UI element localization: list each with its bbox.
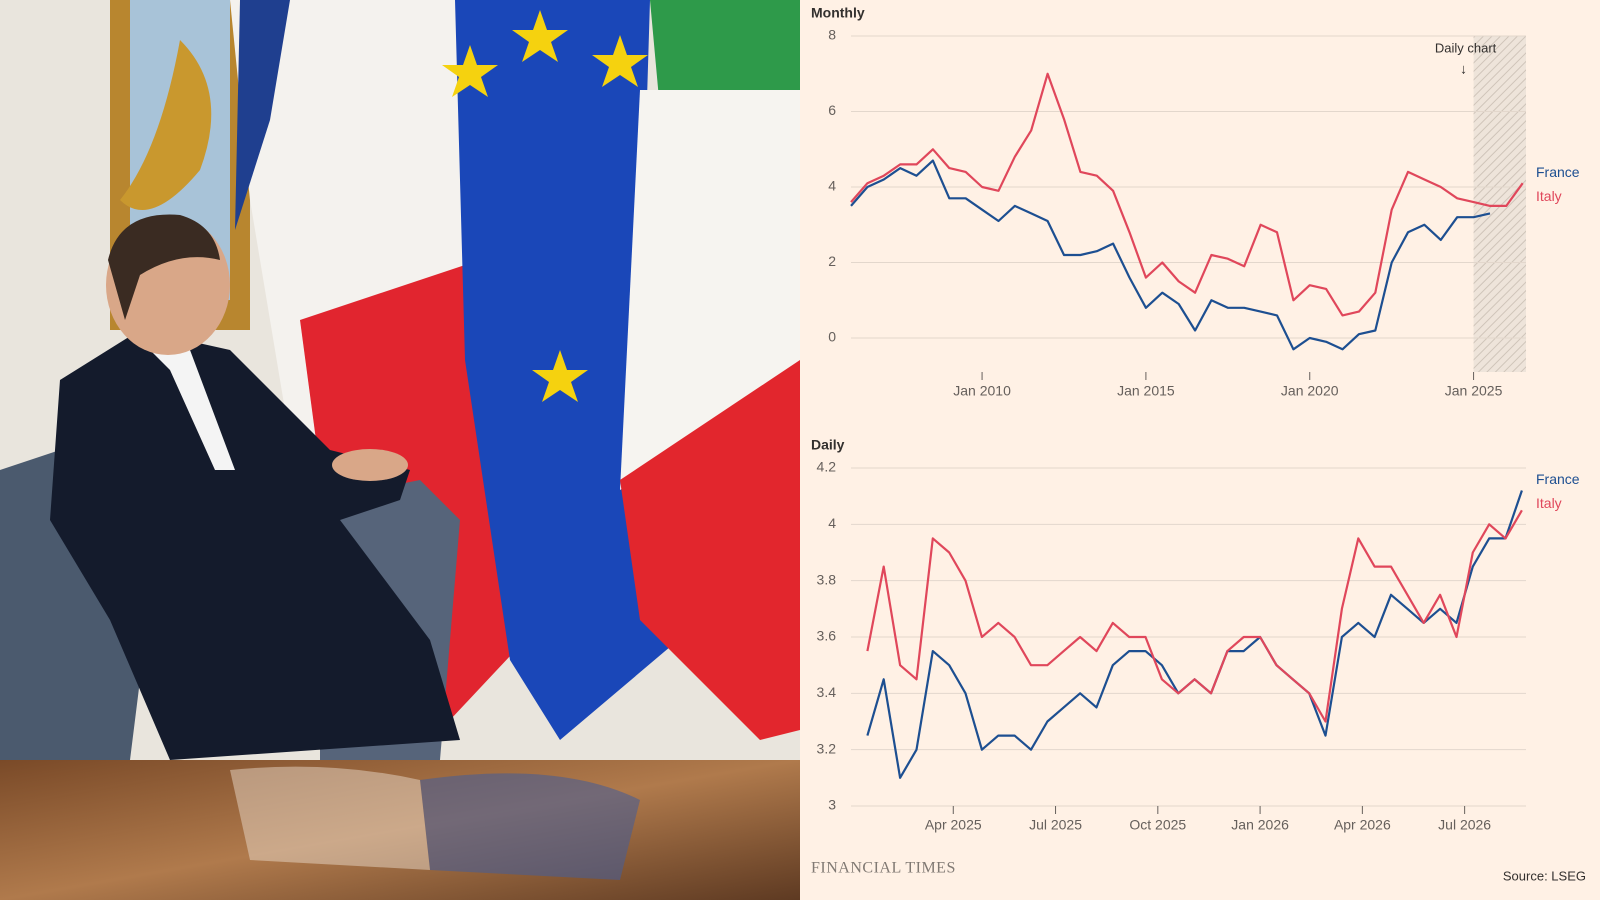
y-tick-label: 2	[828, 253, 836, 269]
x-tick-label: Jul 2025	[1029, 817, 1082, 833]
series-line	[850, 159, 1491, 351]
y-tick-label: 6	[828, 102, 836, 118]
chart-title: Monthly	[811, 5, 865, 21]
x-tick-label: Apr 2025	[925, 817, 982, 833]
series-line	[850, 72, 1524, 317]
photo	[0, 0, 800, 900]
x-tick-label: Oct 2025	[1129, 817, 1186, 833]
y-tick-label: 8	[828, 27, 836, 43]
x-tick-label: Jan 2015	[1117, 383, 1175, 399]
y-tick-label: 3	[828, 797, 836, 813]
y-tick-label: 3.8	[817, 571, 837, 587]
annotation-arrow: ↓	[1460, 61, 1467, 77]
chart-title: Daily	[811, 437, 845, 453]
legend-label: France	[1536, 164, 1580, 180]
x-tick-label: Jan 2026	[1231, 817, 1289, 833]
y-tick-label: 3.6	[817, 628, 837, 644]
y-tick-label: 4	[828, 178, 836, 194]
x-tick-label: Jul 2026	[1438, 817, 1491, 833]
legend-label: France	[1536, 471, 1580, 487]
y-tick-label: 0	[828, 329, 836, 345]
legend-label: Italy	[1536, 495, 1562, 511]
x-tick-label: Jan 2020	[1281, 383, 1339, 399]
source: Source: LSEG	[1503, 868, 1586, 883]
annotation: Daily chart	[1435, 40, 1497, 55]
brand: FINANCIAL TIMES	[811, 860, 956, 877]
x-tick-label: Jan 2025	[1445, 383, 1503, 399]
x-tick-label: Apr 2026	[1334, 817, 1391, 833]
series-line	[866, 509, 1523, 723]
x-tick-label: Jan 2010	[953, 383, 1011, 399]
legend-label: Italy	[1536, 188, 1562, 204]
y-tick-label: 4	[828, 515, 836, 531]
y-tick-label: 4.2	[817, 459, 837, 475]
y-tick-label: 3.2	[817, 740, 837, 756]
y-tick-label: 3.4	[817, 684, 837, 700]
